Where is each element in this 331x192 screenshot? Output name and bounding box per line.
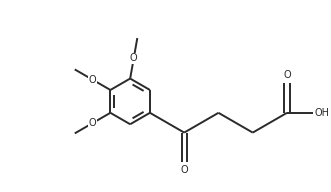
Text: OH: OH: [315, 108, 330, 118]
Text: O: O: [130, 53, 138, 63]
Text: O: O: [180, 165, 188, 175]
Text: O: O: [89, 118, 96, 128]
Text: O: O: [283, 70, 291, 80]
Text: O: O: [89, 75, 96, 85]
